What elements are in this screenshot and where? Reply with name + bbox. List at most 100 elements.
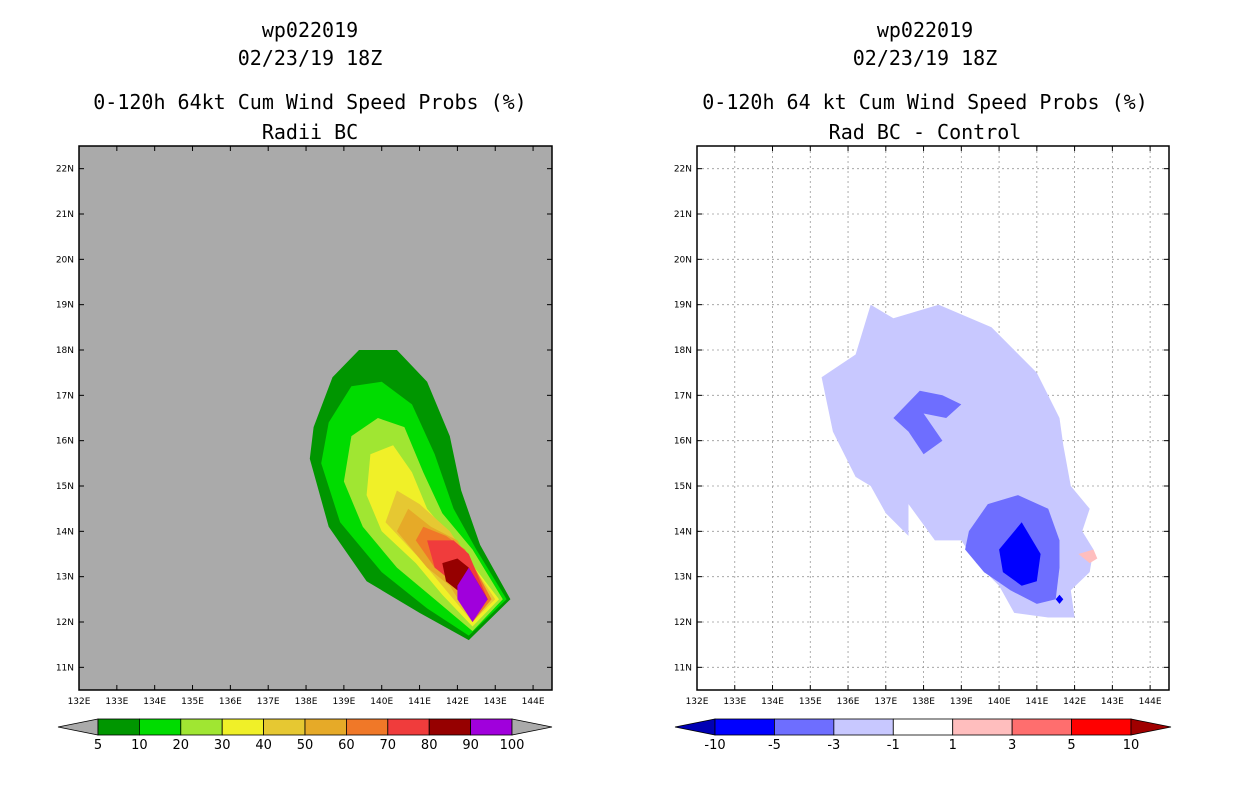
- right-subtitle: Rad BC - Control: [828, 120, 1022, 144]
- right-y-tick-label: 12N: [674, 618, 692, 628]
- right-date: 02/23/19 18Z: [852, 46, 998, 70]
- right-y-tick-label: 15N: [674, 482, 692, 492]
- left-colorbar-label: 40: [255, 738, 272, 753]
- left-x-tick-label: 142E: [446, 697, 469, 707]
- left-x-tick-label: 141E: [408, 697, 431, 707]
- right-y-tick-label: 11N: [674, 663, 692, 673]
- right-x-tick-label: 137E: [874, 697, 897, 707]
- left-plot-frame: [78, 145, 553, 691]
- left-x-tick-label: 138E: [295, 697, 318, 707]
- right-colorbar-label: 3: [1008, 738, 1016, 753]
- right-contour-1: [1078, 549, 1098, 564]
- left-x-tick-label: 143E: [484, 697, 507, 707]
- right-colorbar-swatch: [774, 718, 835, 736]
- left-y-tick-label: 20N: [56, 255, 74, 265]
- left-x-tick-label: 133E: [105, 697, 128, 707]
- right-contour-neg3: [893, 390, 962, 455]
- left-x-tick-label: 140E: [370, 697, 393, 707]
- left-colorbar-label: 60: [338, 738, 355, 753]
- left-storm-id: wp022019: [261, 18, 359, 42]
- left-title: 0-120h 64kt Cum Wind Speed Probs (%): [93, 90, 527, 114]
- right-colorbar-swatch: [833, 718, 894, 736]
- left-colorbar-swatch: [221, 718, 264, 736]
- right-y-tick-label: 20N: [674, 255, 692, 265]
- left-y-tick-label: 11N: [56, 663, 74, 673]
- right-colorbar-swatch: [714, 718, 775, 736]
- left-colorbar-label: 10: [131, 738, 148, 753]
- right-colorbar-label: -1: [887, 738, 900, 753]
- left-colorbar-swatch: [304, 718, 347, 736]
- left-y-tick-label: 19N: [56, 301, 74, 311]
- right-contour-neg5: [1055, 594, 1064, 604]
- right-contour-neg5: [999, 522, 1041, 586]
- right-colorbar-label: 10: [1123, 738, 1140, 753]
- right-x-tick-label: 139E: [950, 697, 973, 707]
- left-x-tick-label: 139E: [332, 697, 355, 707]
- left-colorbar-swatch: [180, 718, 223, 736]
- right-colorbar-label: -10: [704, 738, 725, 753]
- left-colorbar-swatch: [470, 718, 513, 736]
- right-colorbar-label: 1: [949, 738, 957, 753]
- left-x-tick-label: 144E: [522, 697, 545, 707]
- left-y-tick-label: 22N: [56, 165, 74, 175]
- left-y-tick-label: 17N: [56, 391, 74, 401]
- left-colorbar-label: 50: [297, 738, 314, 753]
- right-colorbar-swatch: [1011, 718, 1072, 736]
- right-y-tick-label: 18N: [674, 346, 692, 356]
- right-x-tick-label: 144E: [1139, 697, 1162, 707]
- right-y-tick-label: 13N: [674, 573, 692, 583]
- right-x-tick-label: 132E: [686, 697, 709, 707]
- left-colorbar-label: 80: [421, 738, 438, 753]
- right-title: 0-120h 64 kt Cum Wind Speed Probs (%): [702, 90, 1148, 114]
- right-x-tick-label: 140E: [988, 697, 1011, 707]
- left-colorbar-swatch: [428, 718, 472, 736]
- right-colorbar-label: -3: [827, 738, 840, 753]
- right-y-tick-label: 21N: [674, 210, 692, 220]
- right-colorbar-swatch: [1071, 718, 1132, 736]
- right-storm-id: wp022019: [876, 18, 974, 42]
- left-x-tick-label: 135E: [181, 697, 204, 707]
- left-y-tick-label: 13N: [56, 573, 74, 583]
- left-y-tick-label: 18N: [56, 346, 74, 356]
- right-x-tick-label: 141E: [1025, 697, 1048, 707]
- left-colorbar-swatch: [387, 718, 430, 736]
- right-colorbar-label: -5: [768, 738, 781, 753]
- right-x-tick-label: 136E: [837, 697, 860, 707]
- left-subtitle: Radii BC: [261, 120, 359, 144]
- right-plot-frame: [696, 145, 1170, 691]
- left-colorbar-swatch: [345, 718, 389, 736]
- left-colorbar-label: 5: [94, 738, 102, 753]
- left-y-tick-label: 15N: [56, 482, 74, 492]
- right-x-tick-label: 138E: [912, 697, 935, 707]
- left-x-tick-label: 132E: [68, 697, 91, 707]
- left-x-tick-label: 137E: [257, 697, 280, 707]
- left-x-tick-label: 134E: [143, 697, 166, 707]
- left-colorbar-swatch: [138, 718, 182, 736]
- left-colorbar-label: 90: [462, 738, 479, 753]
- left-colorbar-swatch: [97, 718, 140, 736]
- right-y-tick-label: 14N: [674, 527, 692, 537]
- left-y-tick-label: 21N: [56, 210, 74, 220]
- right-colorbar-left-arrow: [674, 718, 716, 736]
- right-colorbar-label: 5: [1067, 738, 1075, 753]
- left-x-tick-label: 136E: [219, 697, 242, 707]
- right-x-tick-label: 134E: [761, 697, 784, 707]
- left-colorbar-label: 70: [380, 738, 397, 753]
- left-colorbar-left-arrow: [57, 718, 99, 736]
- left-colorbar-swatch: [263, 718, 306, 736]
- right-y-tick-label: 16N: [674, 437, 692, 447]
- right-y-tick-label: 19N: [674, 301, 692, 311]
- right-x-tick-label: 143E: [1101, 697, 1124, 707]
- left-colorbar-label: 20: [173, 738, 190, 753]
- right-x-tick-label: 142E: [1063, 697, 1086, 707]
- left-colorbar-right-arrow: [511, 718, 553, 736]
- left-colorbar-label: 100: [500, 738, 525, 753]
- right-colorbar-swatch: [952, 718, 1013, 736]
- right-x-tick-label: 135E: [799, 697, 822, 707]
- right-x-tick-label: 133E: [723, 697, 746, 707]
- left-y-tick-label: 16N: [56, 437, 74, 447]
- left-colorbar-label: 30: [214, 738, 231, 753]
- left-contour-90: [457, 567, 488, 622]
- right-colorbar-right-arrow: [1130, 718, 1172, 736]
